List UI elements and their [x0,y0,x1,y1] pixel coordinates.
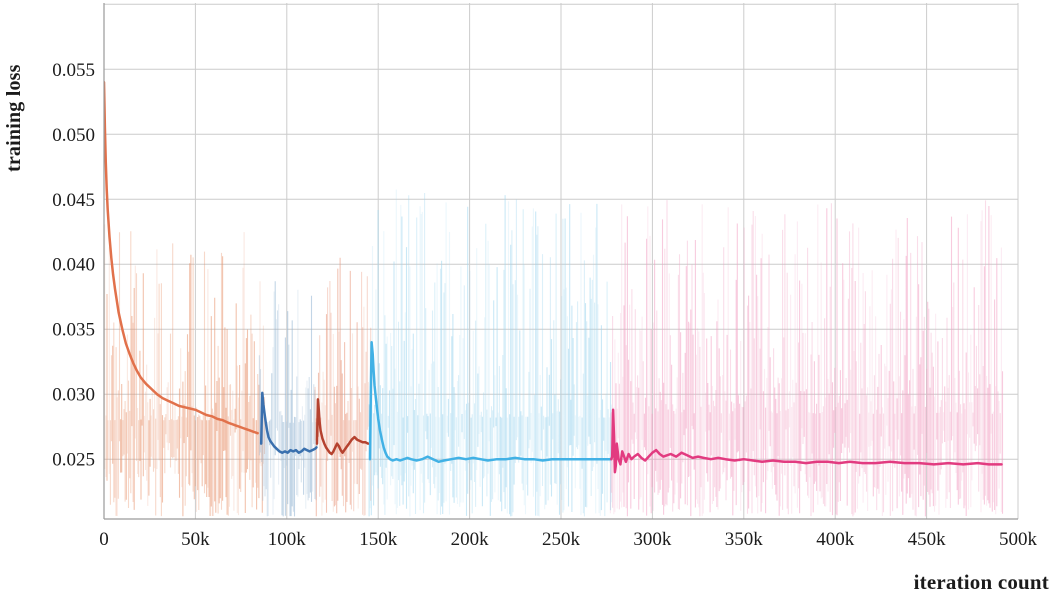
x-tick-label: 300k [633,529,672,550]
y-tick-label: 0.030 [52,385,95,406]
noise-band-run-5-raw [615,206,1004,517]
y-axis-title: training loss [3,64,25,172]
x-tick-label: 400k [816,529,855,550]
y-tick-label: 0.050 [52,125,95,146]
x-tick-label: 50k [181,529,210,550]
y-tick-label: 0.055 [52,60,95,81]
x-tick-label: 350k [725,529,764,550]
y-tick-label: 0.045 [52,190,95,211]
x-tick-label: 450k [908,529,947,550]
noise-band-run-2-raw [263,289,314,516]
y-tick-label: 0.025 [52,450,95,471]
noise-band-run-1-raw [104,224,264,516]
x-tick-label: 500k [999,529,1038,550]
series-line-run-3-smoothed [315,398,370,456]
series-line-run-1-smoothed [104,81,259,435]
x-tick-label: 250k [542,529,581,550]
noise-band-run-1-raw [106,254,263,517]
series-line-run-5-smoothed [610,408,1003,474]
noise-band-run-4-raw [376,193,609,517]
series-line-run-2-smoothed [259,391,318,454]
x-tick-label: 100k [268,529,307,550]
y-tick-label: 0.040 [52,255,95,276]
y-tick-label: 0.035 [52,320,95,341]
x-tick-label: 150k [359,529,398,550]
series-line-run-4-smoothed [368,340,612,464]
noise-band-run-3-raw [316,306,369,516]
noise-band-run-4-raw [368,195,612,517]
x-tick-label: 0 [99,529,109,550]
noise-band-run-5-raw [609,204,1002,517]
x-tick-label: 200k [451,529,490,550]
x-axis-title: iteration count [913,570,1049,594]
noise-band-run-2-raw [269,281,318,517]
